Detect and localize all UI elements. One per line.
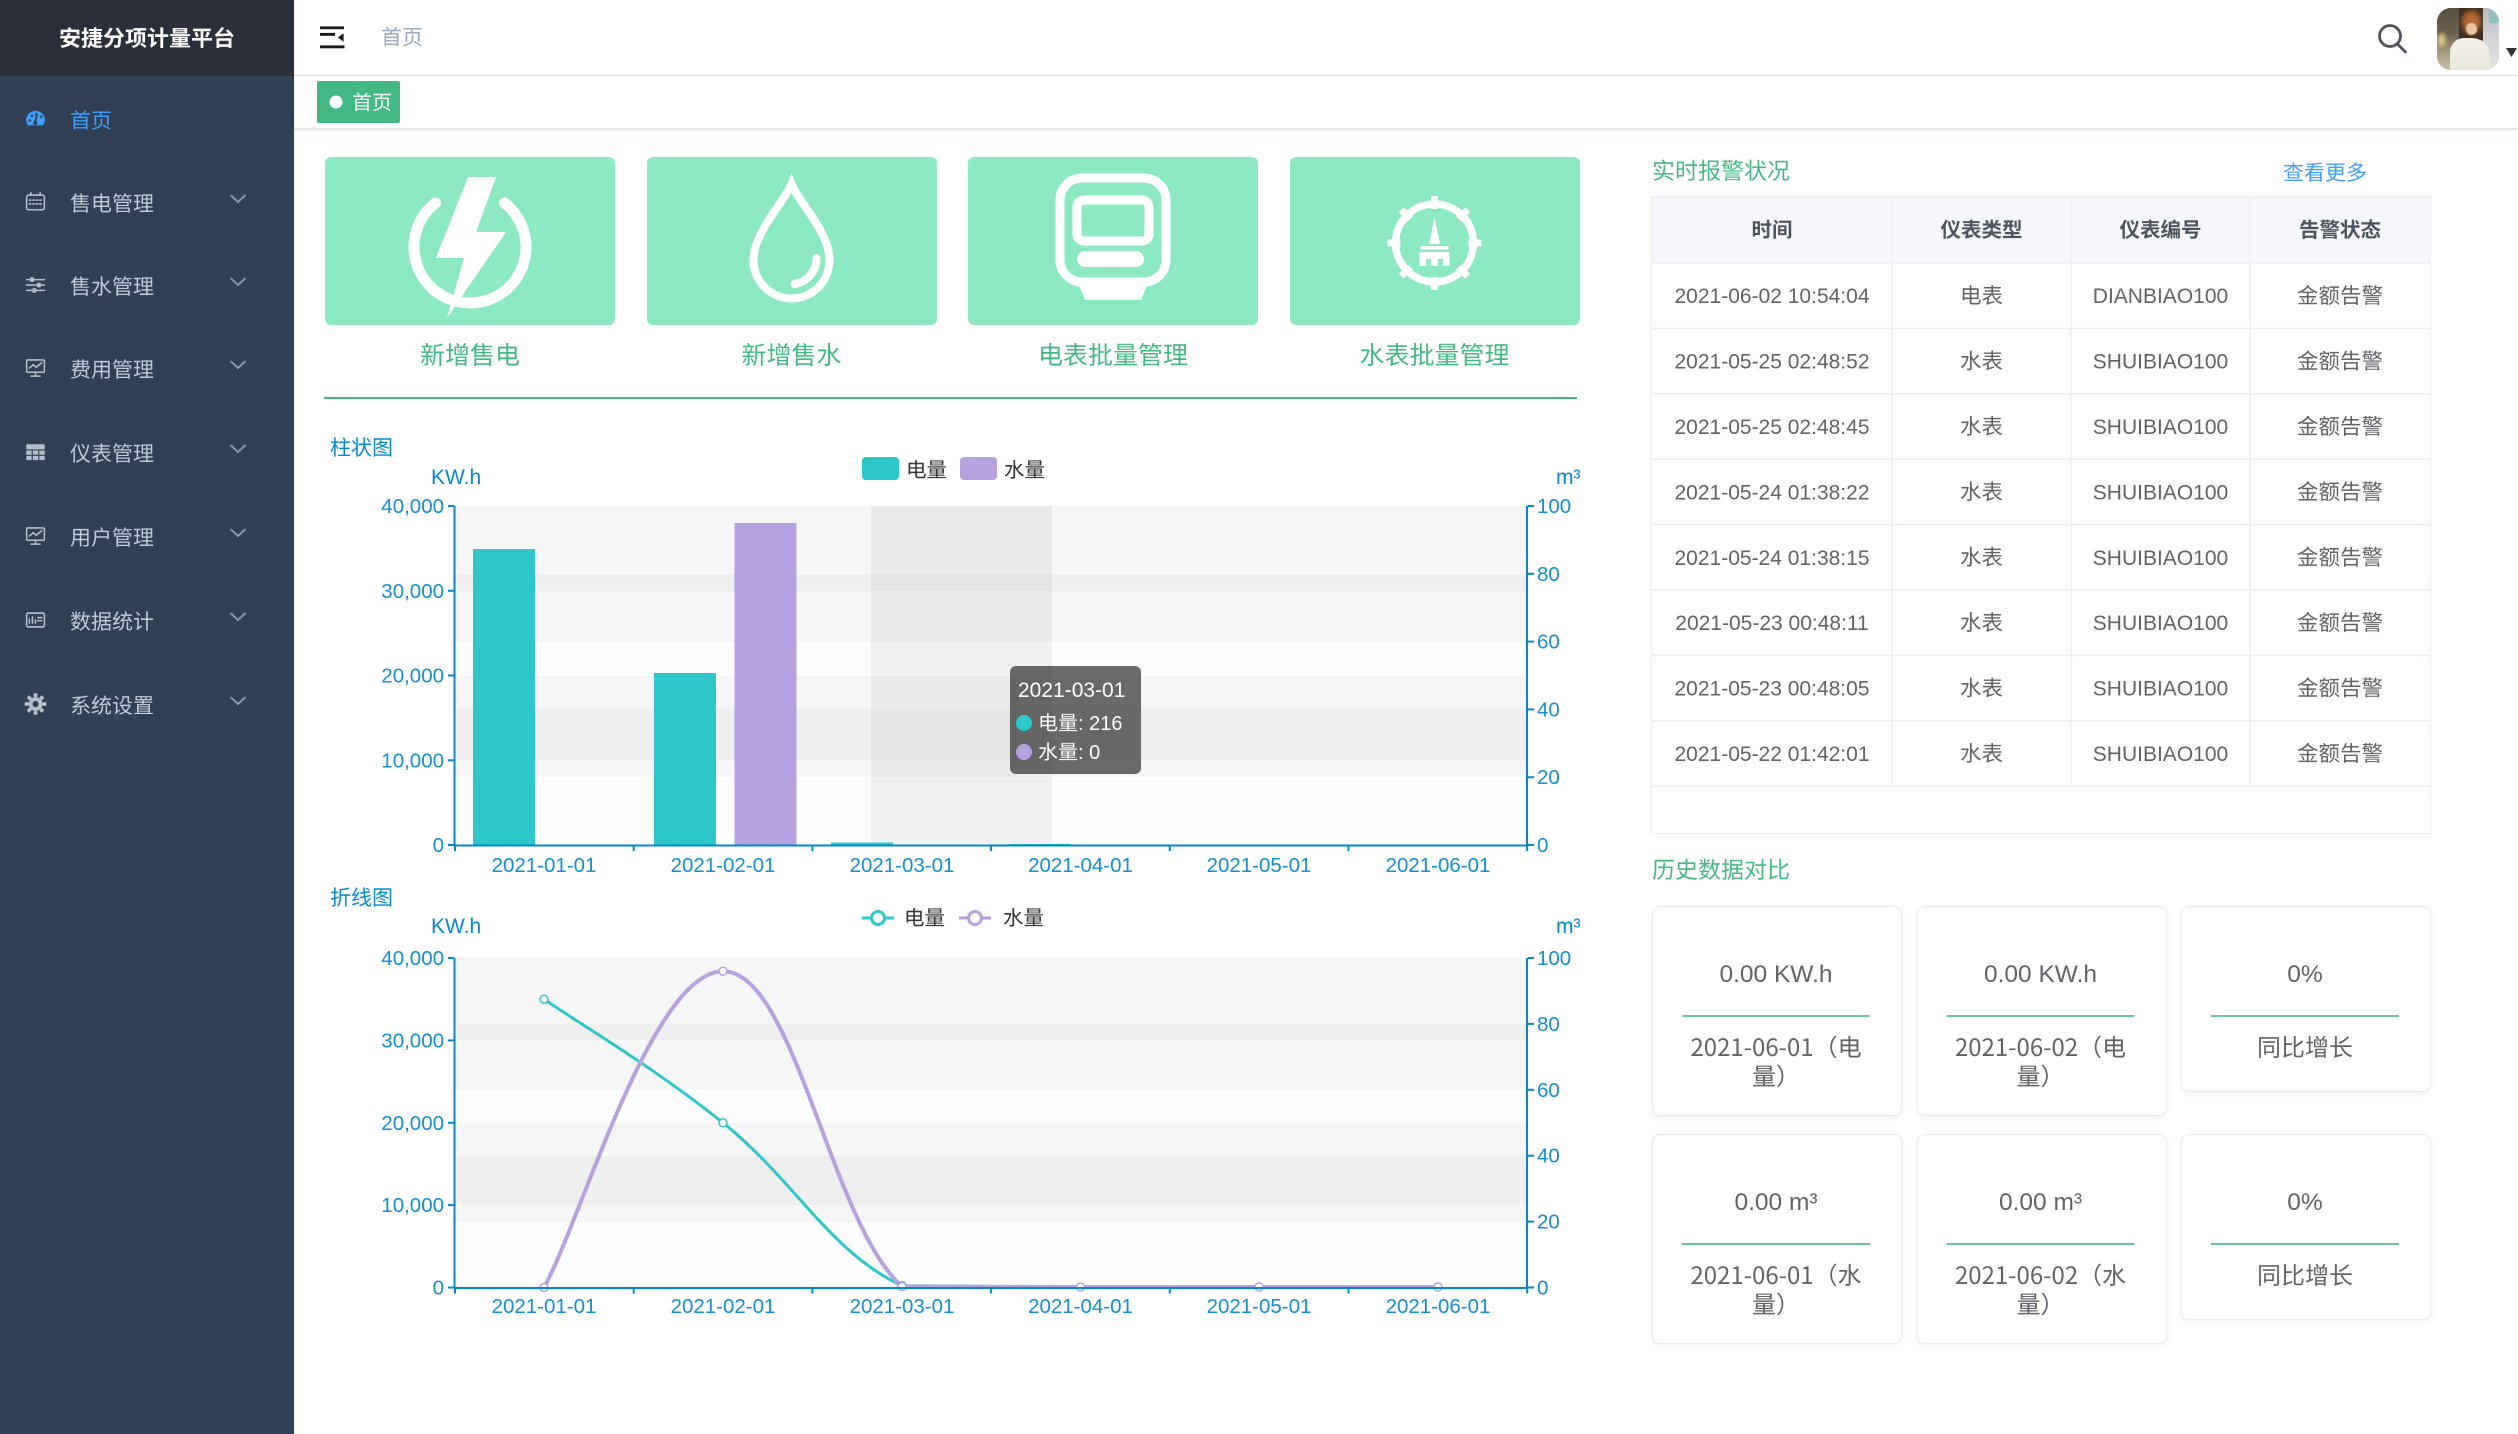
svg-text:: 0: : 0: [1078, 742, 1100, 764]
svg-text:0.00 KW.h: 0.00 KW.h: [1719, 961, 1832, 988]
svg-text:0: 0: [1537, 1277, 1548, 1300]
svg-text:2021-04-01: 2021-04-01: [1028, 1295, 1133, 1318]
svg-text:2021-05-01: 2021-05-01: [1207, 854, 1312, 877]
svg-text:m³: m³: [1556, 915, 1581, 938]
svg-text:30,000: 30,000: [381, 580, 444, 603]
svg-text:SHUIBIAO100: SHUIBIAO100: [2093, 547, 2228, 570]
svg-text:2021-05-25 02:48:52: 2021-05-25 02:48:52: [1675, 351, 1870, 374]
svg-text:2021-03-01: 2021-03-01: [850, 854, 955, 877]
svg-text:SHUIBIAO100: SHUIBIAO100: [2093, 351, 2228, 374]
svg-text:40,000: 40,000: [381, 495, 444, 518]
svg-text:2021-05-22 01:42:01: 2021-05-22 01:42:01: [1675, 743, 1870, 766]
svg-text:30,000: 30,000: [381, 1029, 444, 1052]
svg-text:10,000: 10,000: [381, 1194, 444, 1217]
svg-text:2021-03-01: 2021-03-01: [1018, 679, 1125, 702]
svg-text:0: 0: [433, 834, 444, 857]
svg-text:2021-05-23 00:48:05: 2021-05-23 00:48:05: [1675, 678, 1870, 701]
svg-text:: 216: : 216: [1078, 713, 1122, 735]
svg-text:DIANBIAO100: DIANBIAO100: [2093, 285, 2228, 308]
svg-text:20: 20: [1537, 766, 1560, 789]
svg-text:2021-06-01: 2021-06-01: [1386, 1295, 1491, 1318]
svg-text:KW.h: KW.h: [431, 466, 481, 489]
svg-text:2021-01-01: 2021-01-01: [492, 854, 597, 877]
svg-text:0%: 0%: [2287, 961, 2322, 988]
svg-text:100: 100: [1537, 947, 1571, 970]
svg-text:80: 80: [1537, 1013, 1560, 1036]
svg-text:0.00 m³: 0.00 m³: [1999, 1189, 2082, 1216]
svg-text:2021-05-24 01:38:22: 2021-05-24 01:38:22: [1675, 481, 1870, 504]
svg-text:SHUIBIAO100: SHUIBIAO100: [2093, 416, 2228, 439]
svg-text:20,000: 20,000: [381, 1112, 444, 1135]
svg-text:SHUIBIAO100: SHUIBIAO100: [2093, 743, 2228, 766]
svg-text:40,000: 40,000: [381, 947, 444, 970]
svg-text:0: 0: [433, 1277, 444, 1300]
svg-text:2021-05-23 00:48:11: 2021-05-23 00:48:11: [1675, 612, 1868, 635]
svg-text:20,000: 20,000: [381, 665, 444, 688]
svg-text:20: 20: [1537, 1211, 1560, 1234]
svg-text:0%: 0%: [2287, 1189, 2322, 1216]
svg-text:0.00 m³: 0.00 m³: [1734, 1189, 1817, 1216]
svg-text:m³: m³: [1556, 466, 1581, 489]
svg-text:100: 100: [1537, 495, 1571, 518]
svg-text:2021-06-01: 2021-06-01: [1386, 854, 1491, 877]
svg-text:2021-06-02 10:54:04: 2021-06-02 10:54:04: [1675, 285, 1870, 308]
svg-text:SHUIBIAO100: SHUIBIAO100: [2093, 481, 2228, 504]
svg-text:0: 0: [1537, 834, 1548, 857]
svg-text:40: 40: [1537, 1145, 1560, 1168]
svg-text:2021-04-01: 2021-04-01: [1028, 854, 1133, 877]
svg-text:2021-05-24 01:38:15: 2021-05-24 01:38:15: [1675, 547, 1870, 570]
svg-text:10,000: 10,000: [381, 749, 444, 772]
svg-text:40: 40: [1537, 698, 1560, 721]
svg-text:80: 80: [1537, 563, 1560, 586]
svg-text:KW.h: KW.h: [431, 915, 481, 938]
svg-text:2021-03-01: 2021-03-01: [850, 1295, 955, 1318]
svg-text:SHUIBIAO100: SHUIBIAO100: [2093, 678, 2228, 701]
svg-text:60: 60: [1537, 1079, 1560, 1102]
svg-text:2021-02-01: 2021-02-01: [671, 1295, 776, 1318]
svg-text:2021-02-01: 2021-02-01: [671, 854, 776, 877]
svg-text:2021-05-01: 2021-05-01: [1207, 1295, 1312, 1318]
svg-text:60: 60: [1537, 631, 1560, 654]
svg-text:2021-01-01: 2021-01-01: [492, 1295, 597, 1318]
svg-text:SHUIBIAO100: SHUIBIAO100: [2093, 612, 2228, 635]
svg-text:2021-05-25 02:48:45: 2021-05-25 02:48:45: [1675, 416, 1870, 439]
svg-text:0.00 KW.h: 0.00 KW.h: [1984, 961, 2097, 988]
